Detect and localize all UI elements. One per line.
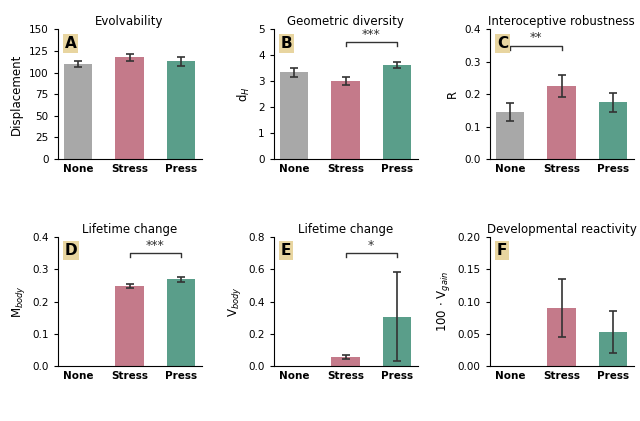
Title: Interoceptive robustness: Interoceptive robustness bbox=[488, 15, 635, 28]
Bar bbox=[496, 112, 524, 159]
Text: D: D bbox=[65, 243, 77, 258]
Y-axis label: d$_{H}$: d$_{H}$ bbox=[236, 86, 252, 102]
Text: E: E bbox=[281, 243, 291, 258]
Title: Geometric diversity: Geometric diversity bbox=[287, 15, 404, 28]
Bar bbox=[547, 86, 576, 159]
Bar bbox=[167, 61, 195, 159]
Bar bbox=[547, 308, 576, 366]
Title: Developmental reactivity: Developmental reactivity bbox=[486, 223, 637, 236]
Title: Evolvability: Evolvability bbox=[95, 15, 164, 28]
Text: ***: *** bbox=[146, 239, 164, 252]
Y-axis label: M$_{body}$: M$_{body}$ bbox=[10, 285, 26, 318]
Text: B: B bbox=[281, 36, 292, 51]
Bar bbox=[280, 72, 308, 159]
Bar bbox=[383, 317, 411, 366]
Bar bbox=[332, 357, 360, 366]
Bar bbox=[383, 65, 411, 159]
Y-axis label: Displacement: Displacement bbox=[10, 53, 23, 135]
Text: **: ** bbox=[530, 32, 542, 44]
Bar bbox=[115, 57, 144, 159]
Bar bbox=[167, 280, 195, 366]
Bar bbox=[599, 102, 627, 159]
Text: C: C bbox=[497, 36, 508, 51]
Title: Lifetime change: Lifetime change bbox=[82, 223, 177, 236]
Bar bbox=[496, 365, 524, 366]
Bar bbox=[64, 64, 92, 159]
Bar bbox=[64, 365, 92, 366]
Text: ***: *** bbox=[362, 28, 381, 41]
Bar bbox=[115, 286, 144, 366]
Y-axis label: 100 $\cdot$ V$_{gain}$: 100 $\cdot$ V$_{gain}$ bbox=[435, 271, 452, 332]
Text: A: A bbox=[65, 36, 77, 51]
Bar bbox=[332, 81, 360, 159]
Y-axis label: R: R bbox=[445, 90, 458, 98]
Y-axis label: V$_{body}$: V$_{body}$ bbox=[225, 286, 243, 317]
Text: F: F bbox=[497, 243, 507, 258]
Title: Lifetime change: Lifetime change bbox=[298, 223, 393, 236]
Text: *: * bbox=[368, 239, 374, 252]
Bar bbox=[599, 332, 627, 366]
